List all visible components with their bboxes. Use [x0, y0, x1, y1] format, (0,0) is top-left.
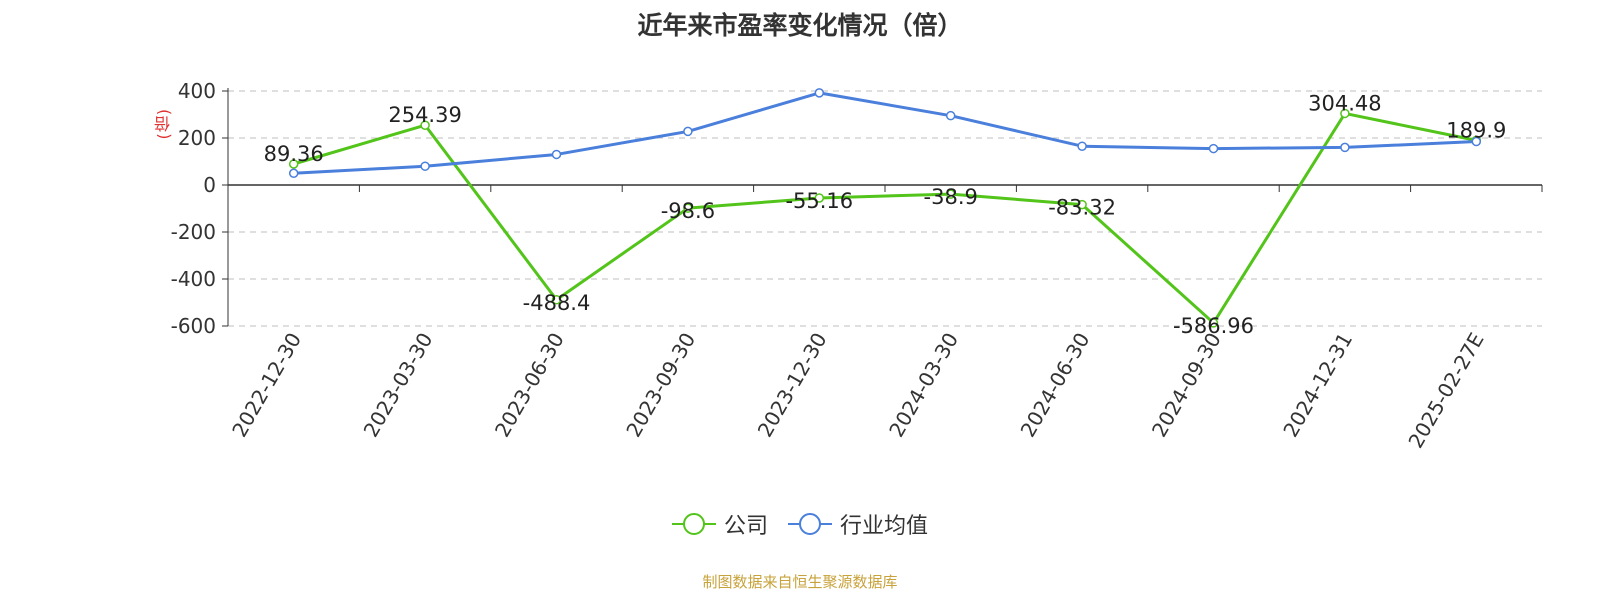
data-point-company — [945, 189, 956, 199]
data-point-industry-average — [551, 149, 562, 160]
source-note: 制图数据来自恒生聚源数据库 — [702, 573, 898, 591]
chart-title: 近年来市盈率变化情况（倍） — [637, 11, 963, 40]
data-label-company: -98.6 — [661, 199, 715, 223]
data-label-company: -38.9 — [924, 185, 978, 209]
data-point-company — [1340, 108, 1350, 119]
data-point-industry-average — [683, 126, 693, 137]
legend-marker-industry-average — [788, 513, 832, 535]
y-tick-label: 200 — [178, 126, 216, 150]
series-lines — [288, 88, 1482, 328]
data-point-industry-average — [288, 168, 299, 178]
x-tick-label: 2024-06-30 — [1016, 329, 1095, 442]
y-tick-label: -200 — [171, 220, 216, 244]
data-label-company: -488.4 — [523, 291, 591, 315]
x-tick-label: 2024-09-30 — [1147, 329, 1226, 442]
data-point-company — [1077, 199, 1087, 210]
x-tick-label: 2022-12-30 — [227, 329, 306, 442]
x-tick-label: 2025-02-27E — [1403, 329, 1488, 453]
data-point-company — [683, 203, 693, 213]
data-label-company: -83.32 — [1048, 196, 1116, 220]
data-point-industry-average — [420, 161, 430, 171]
series-line-industry-average — [293, 91, 1477, 175]
legend: 公司 行业均值 — [0, 508, 1600, 540]
x-tick-label: 2023-03-30 — [359, 328, 438, 441]
legend-label-company: 公司 — [723, 514, 768, 539]
legend-item-company[interactable]: 公司 — [671, 508, 768, 540]
data-point-company — [420, 120, 430, 130]
data-point-industry-average — [1471, 136, 1482, 147]
data-label-company: 189.9 — [1446, 118, 1506, 142]
y-tick-label: -600 — [171, 314, 216, 338]
data-point-industry-average — [1208, 143, 1219, 154]
legend-marker-company — [671, 513, 716, 535]
y-tick-label: 400 — [178, 79, 216, 103]
grid-lines — [228, 90, 1542, 327]
series-line-company — [293, 111, 1477, 325]
legend-label-industry-average: 行业均值 — [840, 514, 929, 539]
legend-item-industry-average[interactable]: 行业均值 — [788, 508, 928, 540]
data-labels: 89.36 254.39 -488.4 -98.6 -55.16 -38.9 -83.32 -… — [264, 91, 1507, 337]
y-tick-label: 0 — [203, 173, 216, 197]
x-tick-label: 2024-12-31 — [1278, 329, 1357, 442]
data-point-industry-average — [945, 110, 956, 121]
data-point-company — [814, 193, 825, 203]
data-point-company — [288, 159, 299, 169]
data-label-company: 89.36 — [264, 142, 324, 166]
x-tick-label: 2023-06-30 — [490, 329, 569, 442]
x-tick-label: 2023-12-30 — [753, 329, 832, 442]
data-point-industry-average — [1340, 142, 1350, 153]
axes: 400 200 0 -200 -400 -600 2022-12-30 2023-03-30 2… — [171, 79, 1543, 453]
x-tick-label: 2023-09-30 — [621, 329, 700, 442]
data-point-company — [551, 295, 562, 305]
x-tick-label: 2024-03-30 — [884, 328, 963, 441]
data-label-company: 304.48 — [1308, 91, 1381, 115]
data-point-company — [1208, 318, 1219, 328]
y-tick-label: -400 — [171, 267, 216, 291]
data-point-industry-average — [1077, 141, 1087, 151]
data-label-company: -55.16 — [785, 189, 853, 213]
data-label-company: -586.96 — [1173, 314, 1254, 338]
data-point-industry-average — [814, 88, 825, 98]
data-label-company: 254.39 — [388, 103, 461, 127]
